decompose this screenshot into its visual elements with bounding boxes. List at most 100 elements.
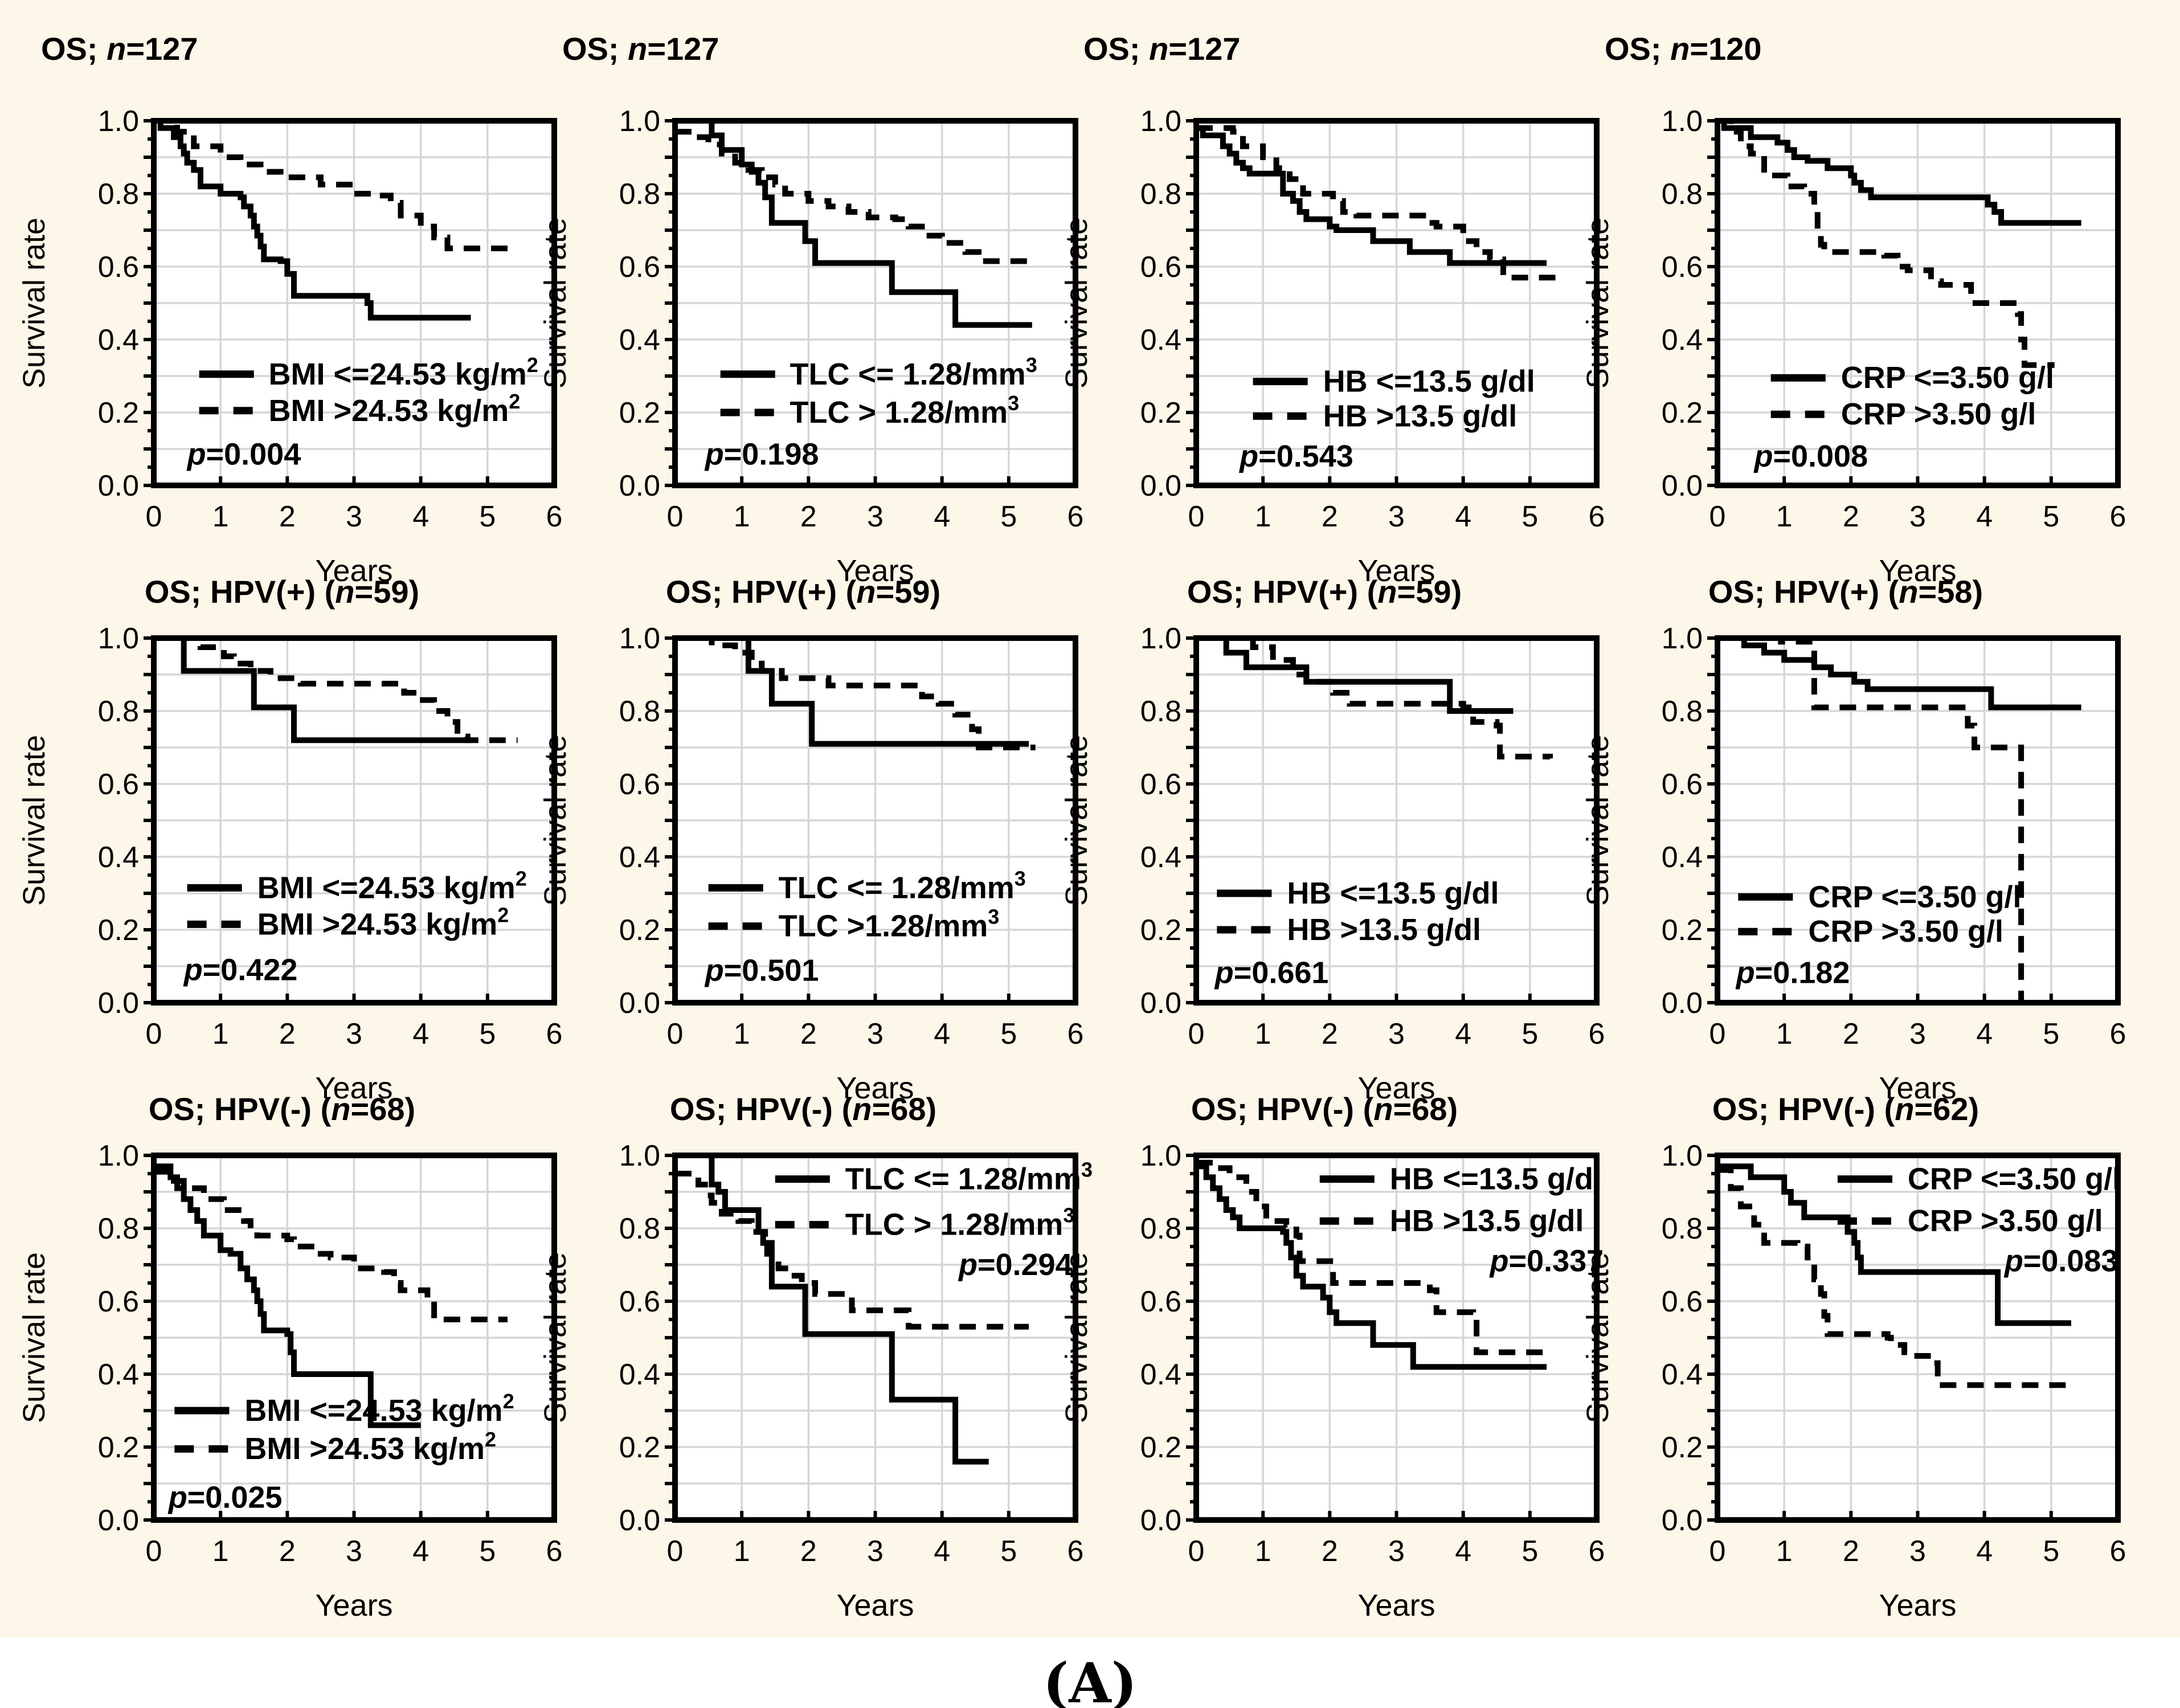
y-tick-label: 0.4 — [619, 324, 660, 357]
x-tick-label: 3 — [867, 1535, 884, 1568]
x-tick-label: 6 — [1589, 1018, 1605, 1051]
x-tick-label: 1 — [1255, 500, 1271, 533]
y-axis-label: Survival rate — [17, 218, 51, 389]
survival-curve-dashed — [154, 1168, 508, 1322]
x-tick-label: 3 — [1388, 500, 1405, 533]
y-tick-label: 0.8 — [98, 178, 139, 211]
x-tick-label: 4 — [934, 1018, 950, 1051]
x-tick-label: 5 — [2043, 1018, 2059, 1051]
y-tick-label: 0.6 — [619, 1285, 660, 1318]
x-tick-label: 1 — [734, 1018, 750, 1051]
x-tick-label: 2 — [1843, 1535, 1859, 1568]
p-value-label: p=0.083 — [2003, 1244, 2118, 1278]
legend-label: TLC >1.28/mm3 — [779, 905, 1000, 943]
y-tick-label: 0.8 — [619, 1212, 660, 1245]
y-axis-label: Survival rate — [1581, 218, 1615, 389]
y-tick-label: 1.0 — [98, 1139, 139, 1172]
x-tick-label: 2 — [1843, 500, 1859, 533]
km-panel: 0 1 2 3 4 5 6 0.0 0.2 0.4 0.6 0.8 1.0 Years Survival r… — [538, 574, 1083, 1105]
figure-caption-strip: (A) — [0, 1638, 2180, 1708]
y-tick-label: 0.4 — [98, 324, 139, 357]
p-value-label: p=0.337 — [1489, 1244, 1604, 1278]
x-tick-label: 1 — [1776, 500, 1793, 533]
x-tick-label: 0 — [1188, 1018, 1205, 1051]
km-panel: 0 1 2 3 4 5 6 0.0 0.2 0.4 0.6 0.8 1.0 Years Survival r… — [17, 574, 562, 1105]
x-tick-label: 0 — [146, 1535, 162, 1568]
x-tick-label: 5 — [1000, 1535, 1017, 1568]
y-tick-label: 0.2 — [619, 397, 660, 430]
survival-curve-solid — [1196, 635, 1514, 714]
survival-curve-dashed — [1196, 125, 1560, 281]
y-axis-label: Survival rate — [17, 735, 51, 906]
legend-label: CRP <=3.50 g/l — [1908, 1162, 2121, 1196]
y-tick-label: 1.0 — [1140, 622, 1181, 655]
legend: TLC <= 1.28/mm3 TLC > 1.28/mm3 p=0.294 — [775, 1158, 1093, 1282]
p-value-label: p=0.294 — [958, 1248, 1073, 1282]
legend-label: BMI <=24.53 kg/m2 — [269, 353, 538, 391]
x-tick-label: 0 — [1709, 1018, 1726, 1051]
y-tick-label: 1.0 — [1662, 622, 1703, 655]
legend-label: HB >13.5 g/dl — [1323, 399, 1518, 433]
x-tick-label: 2 — [1322, 1018, 1338, 1051]
survival-curve-solid — [154, 1163, 421, 1428]
x-tick-label: 3 — [346, 500, 362, 533]
x-tick-label: 5 — [1000, 500, 1017, 533]
x-tick-label: 1 — [734, 500, 750, 533]
p-value-label: p=0.198 — [704, 438, 819, 472]
x-axis-label: Years — [315, 1071, 392, 1105]
x-tick-label: 2 — [800, 500, 817, 533]
y-tick-label: 0.6 — [1140, 768, 1181, 801]
y-tick-label: 1.0 — [619, 622, 660, 655]
x-tick-label: 5 — [1521, 1018, 1538, 1051]
survival-curve-solid — [154, 635, 471, 743]
p-value-label: p=0.004 — [186, 438, 301, 472]
x-tick-label: 2 — [800, 1535, 817, 1568]
x-tick-label: 3 — [1909, 1018, 1926, 1051]
figure-caption: (A) — [1042, 1650, 1138, 1708]
x-axis-label: Years — [836, 554, 914, 588]
x-tick-label: 4 — [412, 1018, 429, 1051]
y-tick-label: 1.0 — [1140, 1139, 1181, 1172]
x-tick-label: 4 — [1455, 1535, 1471, 1568]
y-tick-label: 1.0 — [1662, 105, 1703, 138]
x-axis-label: Years — [1357, 1071, 1435, 1105]
y-tick-label: 0.8 — [1662, 1212, 1703, 1245]
y-tick-label: 0.0 — [1140, 469, 1181, 502]
x-tick-label: 3 — [867, 1018, 884, 1051]
y-tick-label: 0.8 — [1140, 695, 1181, 728]
x-tick-label: 0 — [146, 1018, 162, 1051]
legend-label: BMI >24.53 kg/m2 — [244, 1428, 496, 1466]
x-tick-label: 1 — [734, 1535, 750, 1568]
y-axis-label: Survival rate — [17, 1252, 51, 1423]
y-tick-label: 0.8 — [1140, 178, 1181, 211]
x-tick-label: 4 — [1976, 1018, 1993, 1051]
y-tick-label: 1.0 — [1662, 1139, 1703, 1172]
survival-curve-solid — [675, 1153, 989, 1465]
x-tick-label: 2 — [279, 1535, 296, 1568]
y-tick-label: 0.0 — [98, 987, 139, 1020]
panel-title: OS; HPV(-) (n=68) — [149, 1091, 415, 1127]
x-tick-label: 5 — [1521, 500, 1538, 533]
x-axis-label: Years — [1879, 1588, 1956, 1623]
y-axis-label: Survival rate — [1581, 735, 1615, 906]
y-tick-label: 0.0 — [1662, 469, 1703, 502]
x-tick-label: 1 — [1255, 1018, 1271, 1051]
legend-label: TLC > 1.28/mm3 — [845, 1204, 1075, 1242]
y-tick-label: 0.8 — [619, 695, 660, 728]
x-tick-label: 5 — [2043, 1535, 2059, 1568]
p-value-label: p=0.008 — [1753, 439, 1868, 473]
survival-curve-dashed — [1717, 635, 2058, 1006]
legend-label: HB >13.5 g/dl — [1390, 1204, 1584, 1238]
x-tick-label: 4 — [1455, 500, 1471, 533]
x-axis-label: Years — [315, 554, 392, 588]
x-axis-label: Years — [836, 1588, 914, 1623]
x-tick-label: 3 — [1909, 1535, 1926, 1568]
legend: CRP <=3.50 g/l CRP >3.50 g/l p=0.083 — [1837, 1162, 2121, 1278]
x-tick-label: 6 — [2110, 1535, 2126, 1568]
legend: HB <=13.5 g/dl HB >13.5 g/dl p=0.337 — [1319, 1162, 1604, 1278]
x-tick-label: 2 — [800, 1018, 817, 1051]
